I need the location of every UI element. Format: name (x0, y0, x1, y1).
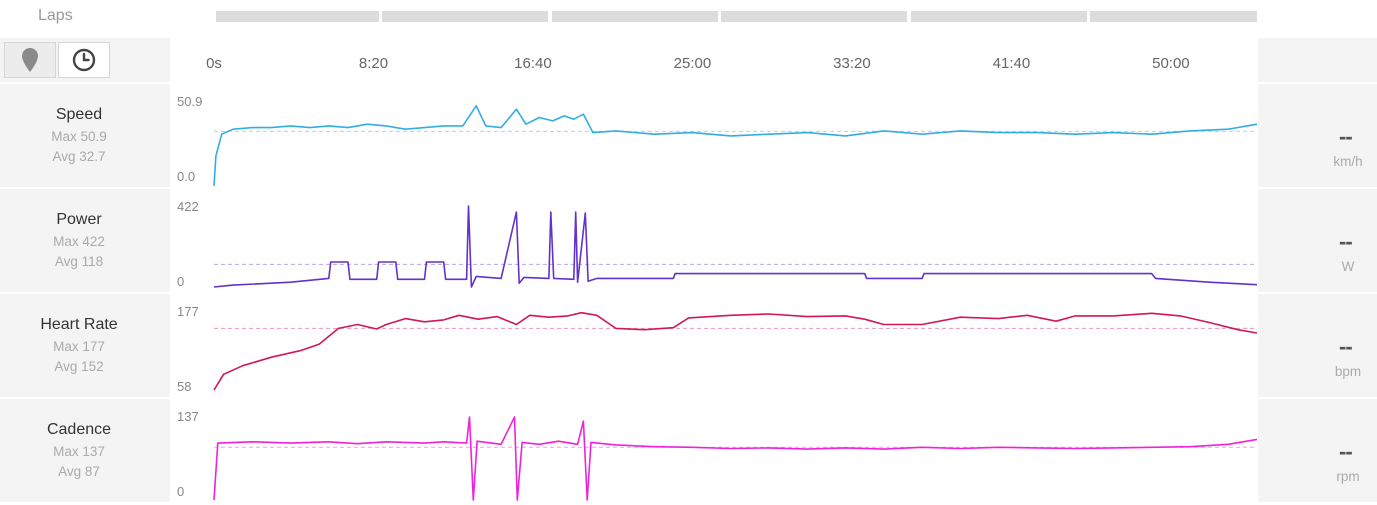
speed-max: Max 50.9 (51, 129, 107, 144)
cadence-avg: Avg 87 (58, 464, 100, 479)
heart-rate-ymin-label: 58 (177, 379, 192, 394)
speed-avg: Avg 32.7 (52, 149, 106, 164)
map-pin-icon (22, 48, 38, 72)
time-axis-header (170, 38, 1258, 82)
cadence-plot[interactable] (170, 399, 1258, 502)
time-tick-label: 41:40 (992, 55, 1031, 72)
cadence-max: Max 137 (53, 444, 105, 459)
power-unit: W (1341, 259, 1355, 274)
time-tick-label: 33:20 (833, 55, 871, 72)
power-plot[interactable] (170, 189, 1258, 292)
cadence-current-value: -- (1339, 439, 1353, 464)
time-view-button[interactable] (58, 42, 110, 78)
power-avg: Avg 118 (54, 254, 104, 269)
cadence-ymax-label: 137 (177, 409, 199, 424)
heart-rate-current-value: -- (1339, 334, 1353, 359)
cadence-summary: Cadence Max 137 Avg 87 (0, 399, 158, 479)
power-ymin-label: 0 (177, 274, 185, 289)
time-tick-label: 0s (206, 55, 222, 72)
heart-rate-summary: Heart Rate Max 177 Avg 152 (0, 294, 158, 374)
lap-segment[interactable] (382, 11, 549, 22)
time-tick-label: 50:00 (1152, 55, 1190, 72)
lap-segment[interactable] (1090, 11, 1257, 22)
clock-icon (72, 48, 96, 72)
heart-rate-plot[interactable] (170, 294, 1258, 397)
cadence-title: Cadence (46, 421, 112, 438)
time-tick-label: 16:40 (514, 55, 552, 72)
speed-current-value: -- (1339, 124, 1353, 149)
lap-segment[interactable] (216, 11, 379, 22)
lap-segment[interactable] (551, 11, 718, 22)
power-max: Max 422 (53, 234, 105, 249)
speed-ymax-label: 50.9 (177, 94, 203, 109)
heart-rate-unit: bpm (1334, 364, 1362, 379)
power-ymax-label: 422 (177, 199, 199, 214)
speed-summary: Speed Max 50.9 Avg 32.7 (0, 84, 158, 164)
speed-plot[interactable] (170, 84, 1258, 187)
heart-rate-ymax-label: 177 (177, 304, 199, 319)
time-tick-label: 25:00 (673, 55, 712, 72)
speed-title: Speed (55, 106, 103, 123)
cadence-unit: rpm (1336, 469, 1360, 484)
map-view-button[interactable] (4, 42, 56, 78)
cadence-ymin-label: 0 (177, 484, 185, 499)
laps-label: Laps (38, 7, 73, 24)
heart-rate-max: Max 177 (53, 339, 105, 354)
lap-segment[interactable] (910, 11, 1087, 22)
heart-rate-title: Heart Rate (40, 316, 118, 333)
heart-rate-avg: Avg 152 (54, 359, 104, 374)
power-summary: Power Max 422 Avg 118 (0, 189, 158, 269)
lap-segment[interactable] (721, 11, 908, 22)
time-tick-label: 8:20 (358, 55, 389, 72)
power-title: Power (56, 211, 102, 228)
power-current-value: -- (1339, 229, 1353, 254)
speed-unit: km/h (1333, 154, 1363, 169)
speed-ymin-label: 0.0 (177, 169, 196, 184)
